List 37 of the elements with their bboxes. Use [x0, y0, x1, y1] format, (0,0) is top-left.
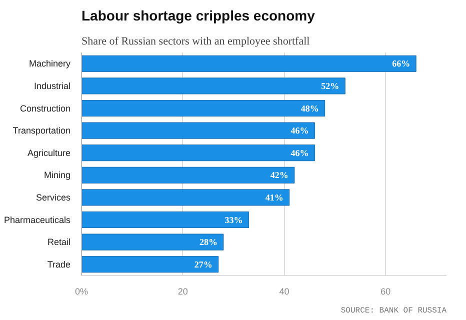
data-label: 42%: [270, 170, 288, 180]
y-tick-label: Machinery: [28, 58, 71, 69]
y-tick-label: Pharmaceuticals: [4, 214, 71, 225]
y-tick-label: Services: [36, 192, 71, 202]
x-tick-label: 20: [178, 286, 188, 296]
y-tick-label: Agriculture: [27, 148, 71, 158]
data-label: 46%: [290, 126, 309, 136]
data-label: 28%: [199, 237, 218, 248]
bar: [82, 100, 326, 117]
x-tick-label: 60: [380, 286, 391, 296]
bar: [82, 166, 295, 184]
bar: [82, 78, 346, 94]
y-tick-label: Trade: [47, 259, 71, 270]
chart-subtitle: Share of Russian sectors with an employee shortfall: [82, 36, 310, 48]
x-tick-label: 0%: [74, 286, 88, 296]
source-note: SOURCE: BANK OF RUSSIA: [340, 306, 447, 316]
bar: [82, 234, 224, 250]
bar: [82, 211, 250, 228]
y-tick-label: Mining: [44, 170, 71, 180]
bar: [82, 256, 219, 273]
x-tick-label: 40: [279, 286, 290, 296]
bar: [82, 189, 290, 206]
data-label: 33%: [224, 214, 243, 225]
y-tick-label: Retail: [47, 237, 71, 248]
y-tick-label: Industrial: [34, 80, 71, 91]
data-label: 48%: [300, 103, 319, 114]
data-label: 46%: [290, 148, 309, 158]
data-label: 66%: [392, 58, 410, 69]
bar: [82, 55, 416, 72]
y-tick-label: Construction: [20, 103, 71, 114]
data-label: 41%: [265, 192, 284, 202]
data-label: 52%: [321, 80, 340, 91]
chart-title: Labour shortage cripples economy: [82, 8, 316, 24]
bar: [82, 122, 315, 139]
y-tick-label: Transportation: [12, 126, 71, 136]
data-label: 27%: [194, 259, 212, 270]
bar: [82, 144, 315, 162]
